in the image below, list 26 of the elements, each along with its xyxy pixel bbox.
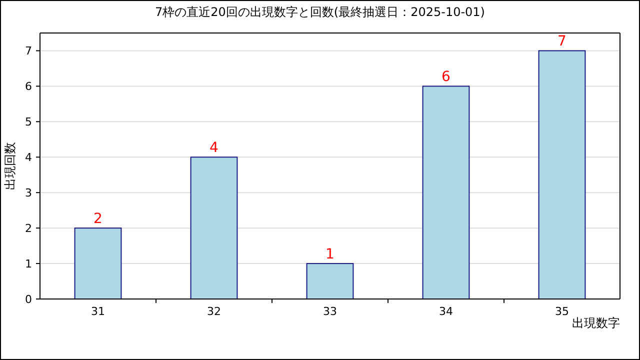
- y-tick-label: 4: [25, 151, 32, 164]
- y-tick-label: 3: [25, 186, 32, 200]
- x-tick-label: 34: [439, 305, 453, 318]
- y-tick-label: 1: [25, 258, 32, 271]
- x-tick-label: 33: [323, 305, 337, 318]
- y-axis-title: 出現回数: [3, 142, 17, 190]
- bar: [190, 156, 238, 300]
- data-label: 6: [442, 69, 451, 86]
- bar: [422, 86, 470, 300]
- x-tick-label: 31: [91, 305, 105, 318]
- x-tick-label: 32: [207, 305, 221, 318]
- x-tick-label: 35: [555, 305, 569, 318]
- bar: [538, 50, 586, 300]
- bar: [306, 263, 354, 300]
- data-label: 4: [210, 140, 219, 156]
- data-label: 1: [326, 246, 334, 263]
- y-tick-label: 0: [25, 293, 32, 306]
- x-axis-title: 出現数字: [572, 316, 620, 330]
- y-tick-label: 6: [25, 80, 32, 94]
- bar: [74, 228, 122, 300]
- data-label: 2: [94, 211, 102, 228]
- y-tick-label: 5: [25, 116, 32, 129]
- chart-title: 7枠の直近20回の出現数字と回数(最終抽選日：2025-10-01): [154, 5, 486, 19]
- y-tick-label: 2: [25, 222, 32, 236]
- data-label: 7: [558, 34, 566, 50]
- y-tick-label: 7: [25, 44, 32, 58]
